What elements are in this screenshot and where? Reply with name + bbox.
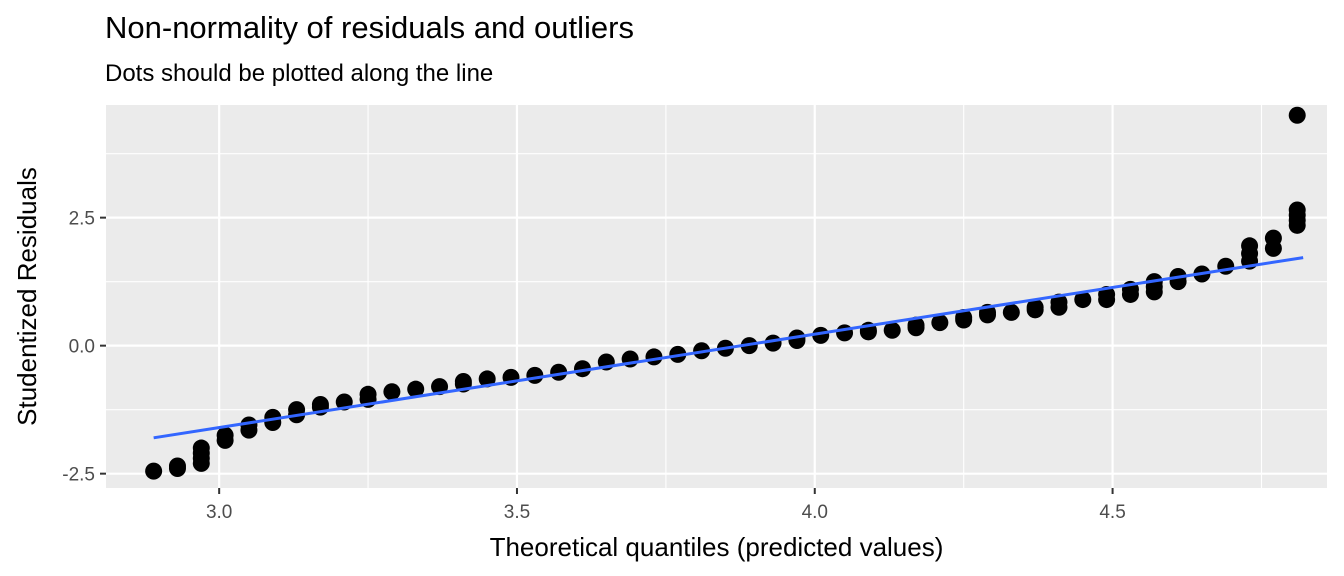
data-point — [1288, 201, 1306, 219]
y-axis: -2.5 0.0 2.5 — [62, 209, 106, 486]
data-point — [573, 360, 591, 378]
data-point — [883, 321, 901, 339]
data-point — [192, 439, 210, 457]
data-point — [407, 380, 425, 398]
data-point — [1002, 303, 1020, 321]
data-point — [645, 348, 663, 366]
data-point — [526, 366, 544, 384]
y-tick-label: -2.5 — [62, 465, 95, 486]
data-point — [383, 383, 401, 401]
data-point — [359, 385, 377, 403]
data-point — [550, 363, 568, 381]
data-point — [1074, 291, 1092, 309]
data-point — [907, 316, 925, 334]
data-point — [478, 370, 496, 388]
data-point — [1288, 106, 1306, 124]
data-point — [311, 396, 329, 414]
y-axis-title: Studentized Residuals — [12, 167, 42, 426]
x-tick-label: 3.5 — [504, 502, 530, 523]
reference-line — [153, 256, 1304, 440]
data-point — [1217, 257, 1235, 275]
data-point — [168, 457, 186, 475]
data-point — [1241, 237, 1259, 255]
grid-minor — [106, 105, 1327, 488]
plot-panel — [106, 105, 1327, 488]
chart-subtitle: Dots should be plotted along the line — [105, 60, 494, 87]
data-point — [264, 408, 282, 426]
data-point — [454, 372, 472, 390]
chart-title: Non-normality of residuals and outliers — [105, 10, 634, 45]
y-tick-label: 0.0 — [69, 337, 95, 358]
y-tick-label: 2.5 — [69, 209, 95, 230]
x-axis-title: Theoretical quantiles (predicted values) — [490, 532, 944, 562]
x-tick-label: 4.0 — [802, 502, 828, 523]
data-point — [931, 314, 949, 332]
data-point — [216, 426, 234, 444]
x-tick-label: 4.5 — [1099, 502, 1125, 523]
data-point — [1264, 229, 1282, 247]
data-point — [836, 324, 854, 342]
data-point — [145, 462, 163, 480]
x-tick-label: 3.0 — [206, 502, 232, 523]
reference-line-group — [153, 256, 1304, 440]
x-axis: 3.0 3.5 4.0 4.5 — [206, 488, 1126, 523]
data-point — [1026, 298, 1044, 316]
data-point — [955, 308, 973, 326]
